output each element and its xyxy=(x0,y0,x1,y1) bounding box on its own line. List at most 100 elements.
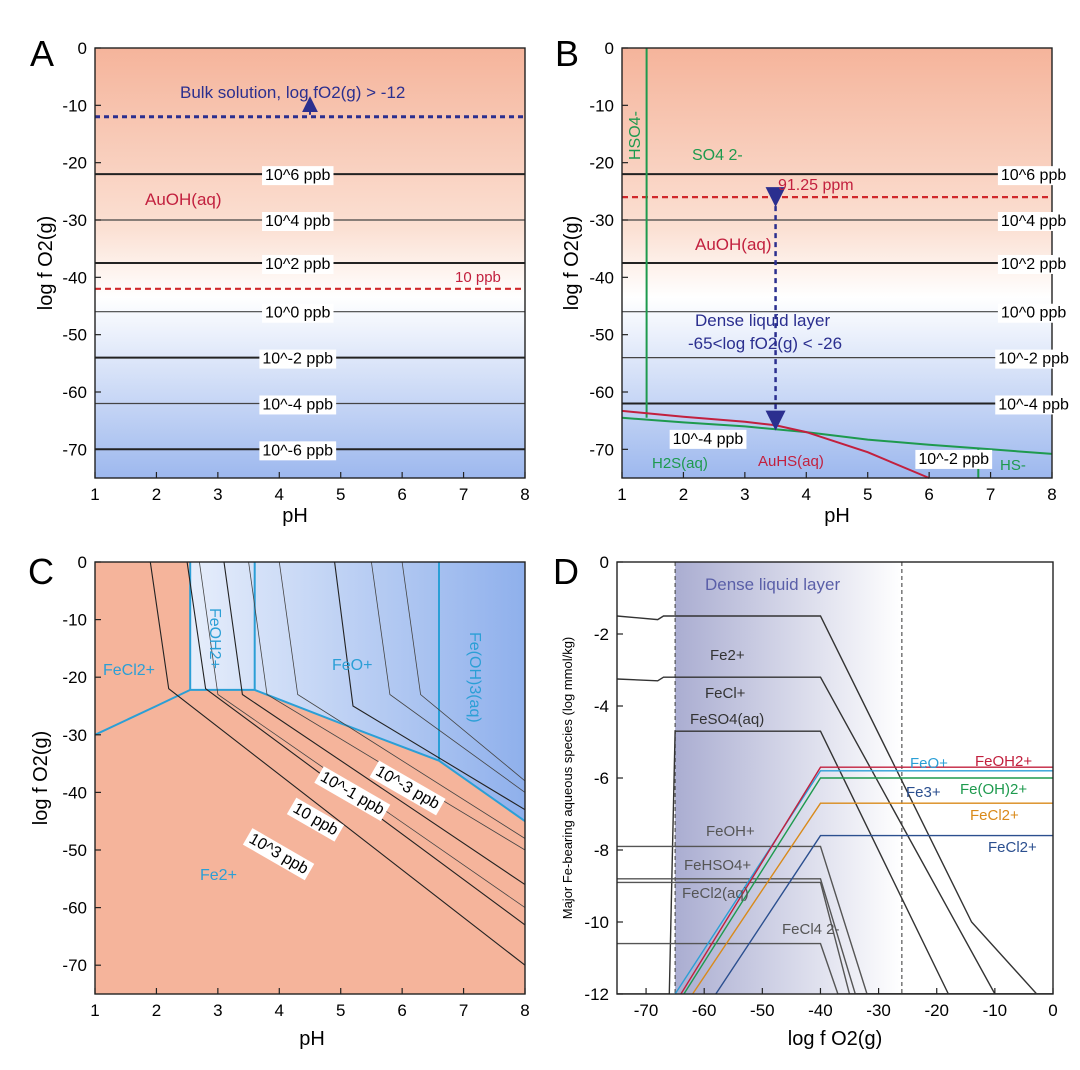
panel-d-feoh2p-label: Fe(OH)2+ xyxy=(960,781,1027,798)
panel-a-ytick-label: -30 xyxy=(62,211,87,230)
panel-c-contour-label-0-bg xyxy=(369,760,446,816)
panel-a-xtick-label: 4 xyxy=(275,485,284,504)
panel-b-h2s-label: H2S(aq) xyxy=(652,455,708,472)
panel-b-ppb-label-2: 10^2 ppb xyxy=(1001,256,1066,273)
panel-c-feo-label: FeO+ xyxy=(332,657,372,674)
panel-a-ppb-label-0-bg xyxy=(262,166,334,186)
panel-d-xtick-label: -40 xyxy=(808,1001,833,1020)
panel-a-ppb-label-4: 10^-2 ppb xyxy=(262,351,333,368)
panel-b-dense-title: Dense liquid layer xyxy=(695,311,830,330)
panel-b-ytick-label: -10 xyxy=(589,96,614,115)
panel-d-ytick-label: 0 xyxy=(600,553,609,572)
panel-b-low-ppb-label-m4-bg xyxy=(669,429,747,449)
panel-a-xtick-label: 8 xyxy=(520,485,529,504)
panel-c-ytick-label: -30 xyxy=(62,726,87,745)
panel-b-ytick-label: 0 xyxy=(605,39,614,58)
panel-d-xtick-label: -50 xyxy=(750,1001,775,1020)
panel-b-xtick-label: 5 xyxy=(863,485,872,504)
panel-d-fecl-label: FeCl+ xyxy=(705,685,746,702)
panel-c-ytick-label: -10 xyxy=(62,611,87,630)
panel-a-ppb-label-0: 10^6 ppb xyxy=(265,167,330,184)
panel-b-ppb-label-5-bg xyxy=(995,395,1073,415)
panel-c-line-8 xyxy=(223,561,526,886)
panel-d-series-10 xyxy=(692,802,1053,994)
panel-c-line-0 xyxy=(94,688,191,736)
panel-d-xlabel: log f O2(g) xyxy=(788,1028,882,1050)
panel-a-ppb-label-3: 10^0 ppb xyxy=(265,305,330,322)
panel-a-ytick-label: -40 xyxy=(62,268,87,287)
panel-b-ppb-label-2-bg xyxy=(997,255,1070,274)
panel-a-ytick-label: -60 xyxy=(62,383,87,402)
panel-c-frame xyxy=(94,561,526,995)
panel-c-fecl-label: FeCl2+ xyxy=(103,662,155,679)
panel-d-fecl2b-label: FeCl2+ xyxy=(988,839,1037,856)
panel-c-ytick-label: -40 xyxy=(62,783,87,802)
panel-b-xtick-label: 6 xyxy=(924,485,933,504)
panel-c-ytick-label: -70 xyxy=(62,956,87,975)
panel-d-series-3 xyxy=(617,845,1053,994)
panel-c-xtick-label: 4 xyxy=(275,1001,284,1020)
panel-b-xtick-label: 3 xyxy=(740,485,749,504)
panel-d-series-5 xyxy=(617,881,1053,994)
panel-c-feoh-label: FeOH2+ xyxy=(206,608,223,669)
panel-a-ylabel: log f O2(g) xyxy=(35,216,57,310)
panel-b-ppb-label-1-bg xyxy=(997,212,1070,231)
panel-b-xtick-label: 7 xyxy=(986,485,995,504)
panel-a-ytick-label: 0 xyxy=(78,39,87,58)
panel-d-fecl4-label: FeCl4 2- xyxy=(782,921,840,938)
panel-b-ppb-label-3: 10^0 ppb xyxy=(1001,305,1066,322)
panel-a-xlabel: pH xyxy=(282,505,308,527)
panel-a-ppb-label-6-bg xyxy=(259,441,337,461)
panel-b-so4-label: SO4 2- xyxy=(692,147,743,164)
panel-c-fe2-label: Fe2+ xyxy=(200,867,237,884)
panel-a-ytick-label: -70 xyxy=(62,440,87,459)
panel-b-ytick-label: -30 xyxy=(589,211,614,230)
panel-a-ppb-label-2: 10^2 ppb xyxy=(265,256,330,273)
panel-a-ppb-label-6: 10^-6 ppb xyxy=(262,442,333,459)
panel-d-fecl2aq-label: FeCl2(aq) xyxy=(682,885,749,902)
panel-d: D Dense liquid layer Fe2+ FeCl+ FeSO4(aq… xyxy=(553,551,1058,1050)
panel-b-dense-range: -65<log fO2(g) < -26 xyxy=(688,334,842,353)
panel-c-xtick-label: 6 xyxy=(397,1001,406,1020)
panel-b-ppb-label-3-bg xyxy=(997,303,1070,323)
panel-b: B HSO4- SO4 2- 91.25 ppm AuOH(aq) Dense … xyxy=(555,33,1073,527)
panel-a-xtick-label: 7 xyxy=(459,485,468,504)
panel-d-series-2 xyxy=(617,730,951,994)
panel-c-line-6 xyxy=(149,561,526,966)
panel-b-xtick-label: 2 xyxy=(679,485,688,504)
panel-b-boundary-8 xyxy=(621,416,1053,455)
panel-b-ppb-label-5: 10^-4 ppb xyxy=(998,396,1069,413)
panel-d-ytick-label: -12 xyxy=(584,985,609,1004)
panel-d-series-4 xyxy=(617,878,1053,994)
panel-b-ppm-label: 91.25 ppm xyxy=(778,177,854,194)
panel-d-dense-label: Dense liquid layer xyxy=(705,575,840,594)
panel-a-ytick-label: -20 xyxy=(62,154,87,173)
panel-a-ppb-label-5-bg xyxy=(259,395,337,415)
panel-d-feo-label: FeO+ xyxy=(910,755,948,772)
panel-b-ytick-label: -40 xyxy=(589,268,614,287)
panel-c-line-2 xyxy=(254,688,526,823)
panel-c-fine-contour-3 xyxy=(371,561,526,793)
panel-a: A Bulk solution, log fO2(g) > -12 AuOH(a… xyxy=(30,33,530,527)
panel-d-letter: D xyxy=(553,551,579,592)
panel-a-ppb-label-2-bg xyxy=(262,255,334,274)
panel-d-series-0 xyxy=(617,615,1038,994)
panel-c-contour-label-3-bg xyxy=(242,828,315,881)
panel-b-auhs-label: AuHS(aq) xyxy=(758,453,824,470)
panel-d-fecl2p-label: FeCl2+ xyxy=(970,807,1019,824)
panel-b-ppb-label-1: 10^4 ppb xyxy=(1001,213,1066,230)
panel-c-xtick-label: 5 xyxy=(336,1001,345,1020)
panel-d-ylabel: Major Fe-bearing aqueous species (log mm… xyxy=(560,637,575,920)
panel-c-xtick-label: 8 xyxy=(520,1001,529,1020)
panel-c-fe2-region xyxy=(95,689,525,994)
panel-d-series-7 xyxy=(674,770,1053,994)
panel-b-letter: B xyxy=(555,33,579,74)
panel-b-ytick-label: -20 xyxy=(589,154,614,173)
panel-c-letter: C xyxy=(28,551,54,592)
panel-d-xtick-label: -20 xyxy=(924,1001,949,1020)
panel-a-bulk-label: Bulk solution, log fO2(g) > -12 xyxy=(180,83,405,102)
panel-a-ten-ppb-label: 10 ppb xyxy=(455,269,501,286)
panel-a-ppb-label-3-bg xyxy=(262,303,334,323)
panel-a-frame xyxy=(94,47,526,479)
